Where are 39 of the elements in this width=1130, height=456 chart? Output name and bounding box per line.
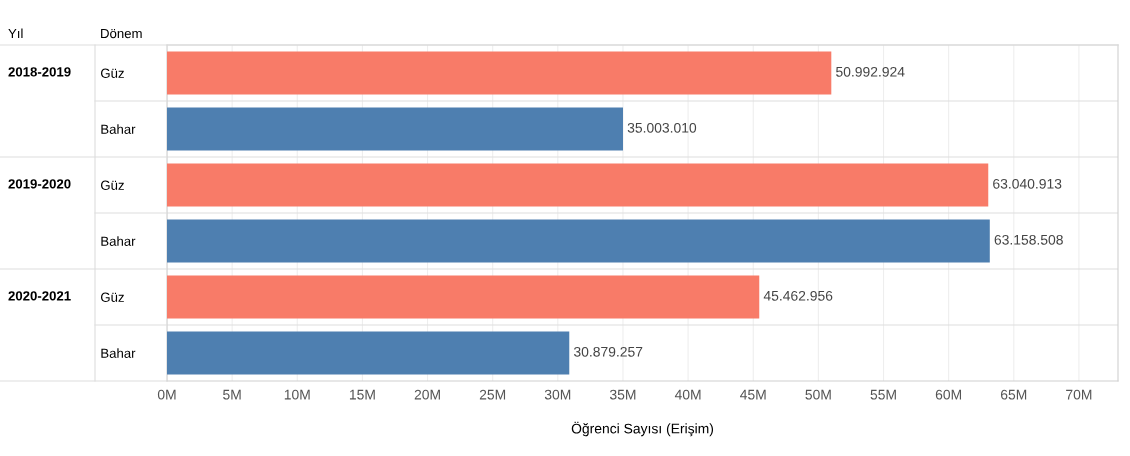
x-tick-label: 55M	[870, 389, 896, 400]
data-label: 63.040.913	[993, 178, 1062, 189]
text: Dönem	[101, 28, 142, 39]
bar	[167, 219, 990, 263]
data-label: 50.992.924	[836, 66, 905, 77]
y-tick-label: Güz	[101, 180, 124, 190]
x-tick-label: 50M	[805, 389, 831, 400]
x-tick-label: 0M	[157, 389, 176, 400]
x-tick-label: 10M	[284, 389, 310, 400]
bar	[167, 275, 760, 319]
x-tick-label: 30M	[544, 389, 571, 400]
bar	[167, 107, 623, 151]
data-label: 35.003.010	[627, 122, 697, 133]
bar	[167, 331, 570, 375]
data-label: 63.158.508	[994, 234, 1063, 245]
y-tick-label: Bahar	[101, 124, 136, 134]
x-tick-label: 65M	[1000, 389, 1027, 400]
y-tick-label: Güz	[101, 292, 124, 302]
data-label: 30.879.257	[573, 346, 643, 357]
y-tick-label: Güz	[101, 68, 124, 78]
x-tick-label: 20M	[414, 389, 440, 400]
bar	[167, 163, 989, 207]
text: 2019-2020	[8, 179, 71, 189]
x-tick-label: 70M	[1066, 389, 1092, 400]
x-tick-label: 35M	[609, 389, 636, 400]
y-tick-label: Bahar	[101, 236, 136, 246]
y-tick-label: Bahar	[101, 348, 136, 358]
text: 2018-2019	[8, 67, 71, 77]
x-tick-label: 15M	[349, 389, 375, 400]
data-label: 45.462.956	[763, 290, 833, 301]
bar	[167, 51, 832, 95]
x-axis-title: Öğrenci Sayısı (Erişim)	[571, 421, 714, 437]
x-tick-label: 40M	[674, 389, 701, 400]
text: 2020-2021	[8, 291, 71, 301]
x-tick-label: 25M	[479, 389, 506, 400]
x-tick-label: 60M	[935, 389, 962, 400]
x-tick-label: 5M	[223, 389, 241, 400]
x-tick-label: 45M	[740, 389, 766, 400]
text: Yıl	[8, 28, 23, 38]
